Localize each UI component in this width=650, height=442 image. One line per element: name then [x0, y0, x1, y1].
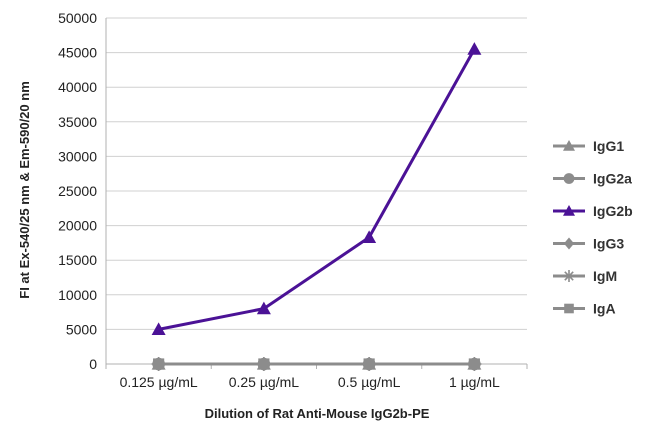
legend-marker-igg1 [563, 140, 575, 151]
legend-label-igg2a: IgG2a [593, 171, 632, 187]
y-tick-label: 35000 [58, 114, 97, 130]
y-tick-label: 30000 [58, 148, 97, 164]
legend-label-igg3: IgG3 [593, 236, 624, 252]
y-tick-label: 45000 [58, 45, 97, 61]
series-iga [153, 358, 480, 370]
y-axis-title: FI at Ex-540/25 nm & Em-590/20 nm [17, 81, 32, 298]
x-axis-title: Dilution of Rat Anti-Mouse IgG2b-PE [205, 406, 430, 421]
legend-marker-igg3 [563, 237, 575, 250]
legend-marker-iga [564, 303, 574, 314]
data-point-igg2b [362, 230, 377, 243]
series-line-igg2b [158, 48, 476, 331]
legend-marker-igg2b [563, 205, 575, 216]
y-tick-label: 25000 [58, 183, 97, 199]
legend-item-iga: IgA [553, 301, 616, 317]
data-point-iga [468, 358, 480, 370]
data-point-igg2b [467, 42, 482, 55]
x-tick-label: 0.125 µg/mL [120, 374, 198, 390]
x-tick-label: 1 µg/mL [449, 374, 500, 390]
legend: IgG1 IgG2a IgG2b IgG3 IgM IgA [553, 138, 633, 317]
legend-label-iga: IgA [593, 301, 616, 317]
y-tick-label: 5000 [66, 321, 97, 337]
series-layer [151, 42, 482, 371]
grid-lines [106, 17, 527, 330]
data-point-igg2b [256, 301, 271, 315]
legend-item-igg2b: IgG2b [553, 203, 633, 219]
legend-marker-igm [563, 270, 575, 282]
legend-marker-igg2a [563, 173, 575, 184]
legend-item-igg2a: IgG2a [553, 171, 632, 187]
y-tick-label: 0 [89, 356, 97, 372]
axes: 0 5000 10000 15000 20000 25000 30000 35000 40000… [58, 10, 528, 390]
data-point-iga [153, 358, 165, 370]
x-tick-label: 0.25 µg/mL [229, 374, 300, 390]
y-tick-label: 20000 [58, 218, 97, 234]
data-point-igg2b [151, 322, 166, 335]
legend-label-igg1: IgG1 [593, 138, 624, 154]
y-tick-label: 40000 [58, 79, 97, 95]
legend-label-igm: IgM [593, 268, 617, 284]
x-tick-label: 0.5 µg/mL [338, 374, 401, 390]
y-tick-label: 15000 [58, 252, 97, 268]
y-tick-label: 10000 [58, 287, 97, 303]
y-tick-label: 50000 [58, 10, 97, 26]
legend-item-igg3: IgG3 [553, 236, 624, 252]
data-point-iga [258, 358, 270, 370]
legend-item-igg1: IgG1 [553, 138, 624, 154]
legend-label-igg2b: IgG2b [593, 203, 633, 219]
series-igg2b [151, 42, 482, 335]
data-point-iga [363, 358, 375, 370]
legend-item-igm: IgM [553, 268, 617, 284]
